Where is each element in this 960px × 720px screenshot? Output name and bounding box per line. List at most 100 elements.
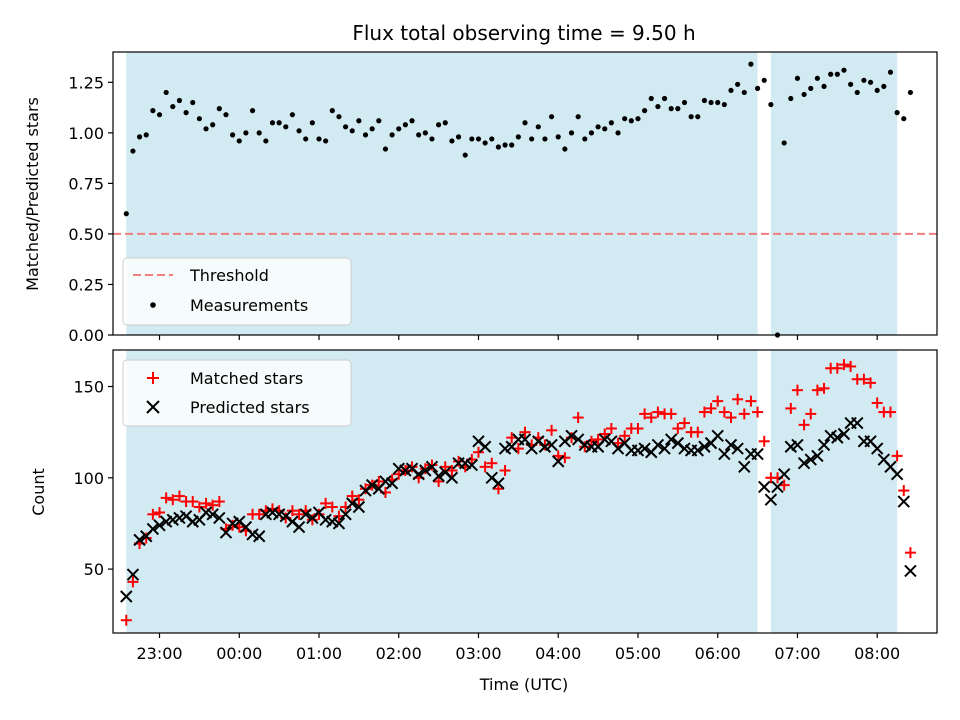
measurements-point xyxy=(369,126,375,132)
measurements-point xyxy=(874,87,880,94)
measurements-point xyxy=(283,124,289,130)
predicted-stars-point xyxy=(724,438,738,452)
matched-stars-point xyxy=(592,433,604,445)
count-y-tick-label: 100 xyxy=(73,469,104,488)
predicted-stars-point xyxy=(718,447,731,461)
predicted-stars-point xyxy=(664,433,678,446)
predicted-stars-point xyxy=(851,416,864,430)
predicted-stars-point xyxy=(126,568,140,581)
measurements-point xyxy=(582,136,588,142)
matched-stars-point xyxy=(845,360,857,372)
matched-stars-point xyxy=(147,508,159,520)
predicted-stars-point xyxy=(219,526,233,539)
matched-stars-point xyxy=(904,547,916,559)
count-x-tick-label: 02:00 xyxy=(376,644,422,663)
matched-stars-point xyxy=(173,490,185,502)
matched-stars-point xyxy=(499,465,511,477)
measurements-point xyxy=(509,142,515,148)
measurements-point xyxy=(243,130,249,136)
measurements-point xyxy=(542,136,548,142)
matched-stars-point xyxy=(154,506,166,518)
measurements-point xyxy=(814,75,820,81)
matched-stars-point xyxy=(652,406,664,418)
measurements-point xyxy=(881,83,887,89)
predicted-stars-point xyxy=(651,438,665,452)
ratio-y-tick-label: 0.25 xyxy=(68,275,104,294)
measurements-point xyxy=(788,95,794,102)
measurements-point xyxy=(176,97,183,104)
matched-stars-point xyxy=(306,514,318,526)
measurements-point xyxy=(548,114,555,120)
matched-stars-point xyxy=(486,457,498,469)
matched-stars-point xyxy=(127,576,139,588)
predicted-stars-point xyxy=(731,442,744,455)
count-y-ticks: 50 100 150 xyxy=(73,378,113,579)
predicted-stars-point xyxy=(120,590,133,603)
measurements-point xyxy=(489,136,495,142)
measurements-point xyxy=(449,138,455,144)
measurements-point xyxy=(475,136,482,142)
predicted-stars-point xyxy=(691,444,704,457)
measurements-legend-swatch xyxy=(150,302,156,308)
measurements-point xyxy=(595,124,601,130)
measurements-point xyxy=(382,146,389,152)
count-x-tick-label: 00:00 xyxy=(216,644,262,663)
measurements-point xyxy=(130,148,136,154)
predicted-stars-point xyxy=(764,493,778,506)
measurements-point xyxy=(715,99,721,106)
count-y-tick-label: 150 xyxy=(73,378,104,397)
measurements-point xyxy=(236,138,242,144)
predicted-stars-point xyxy=(252,530,266,543)
measurements-point xyxy=(841,67,847,73)
chart-title: Flux total observing time = 9.50 h xyxy=(352,21,695,45)
predicted-stars-point xyxy=(552,455,565,468)
matched-stars-point xyxy=(433,475,445,487)
predicted-stars-point xyxy=(817,438,831,452)
matched-stars-point xyxy=(326,501,338,513)
matched-stars-point xyxy=(639,408,651,420)
matched-stars-point xyxy=(865,377,877,389)
count-x-tick-label: 03:00 xyxy=(455,644,501,663)
ratio-x-ticks xyxy=(158,335,878,340)
predicted-stars-point xyxy=(791,438,804,452)
measurements-point xyxy=(230,132,236,138)
count-observing-window-2 xyxy=(770,350,898,633)
predicted-stars-point xyxy=(299,508,312,521)
count-x-tick-label: 06:00 xyxy=(695,644,741,663)
measurements-point xyxy=(602,126,608,132)
predicted-stars-point xyxy=(465,458,479,472)
measurements-point xyxy=(628,118,634,124)
predicted-stars-point xyxy=(904,564,917,578)
measurements-point xyxy=(622,116,628,122)
measurements-point xyxy=(303,136,309,142)
predicted-stars-point xyxy=(777,467,791,481)
predicted-stars-point xyxy=(698,440,711,453)
ratio-y-tick-label: 0.75 xyxy=(68,174,104,193)
matched-stars-point xyxy=(698,406,710,418)
measurements-point xyxy=(701,97,708,104)
count-x-tick-label: 07:00 xyxy=(774,644,820,663)
count-legend: Matched stars Predicted stars xyxy=(122,359,352,427)
measurements-point xyxy=(502,142,508,148)
measurements-point xyxy=(296,128,302,134)
measurements-point xyxy=(748,61,754,67)
measurements-point xyxy=(668,106,674,112)
measurements-point xyxy=(170,103,176,110)
count-legend-box xyxy=(122,359,352,427)
measurements-point xyxy=(323,138,329,144)
measurements-point xyxy=(210,122,216,128)
predicted-stars-point xyxy=(804,453,817,466)
measurements-point xyxy=(356,118,362,124)
predicted-stars-point xyxy=(758,480,771,494)
matched-stars-point xyxy=(672,423,684,435)
ratio-legend-box xyxy=(122,257,352,326)
ratio-panel: 0.00 0.25 0.50 0.75 1.00 1.25 Matched/Predict… xyxy=(23,51,938,345)
measurements-point xyxy=(907,89,914,96)
matched-stars-point xyxy=(738,408,750,420)
predicted-stars-point xyxy=(425,460,439,474)
measurements-point xyxy=(156,112,163,118)
ratio-y-axis-label: Matched/Predicted stars xyxy=(23,97,42,291)
ratio-y-tick-label: 1.25 xyxy=(68,73,104,92)
predicted-stars-point xyxy=(445,471,459,485)
predicted-stars-point xyxy=(738,460,751,474)
